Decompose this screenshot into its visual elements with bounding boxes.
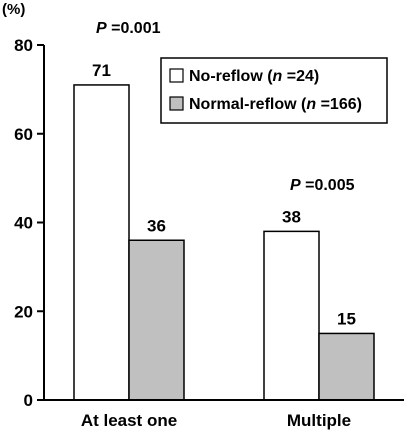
bar-value-label: 71	[92, 61, 111, 80]
bar	[73, 84, 130, 401]
legend-swatch	[169, 96, 184, 111]
bar-value-label: 38	[282, 207, 301, 226]
legend: No-reflow (n =24) Normal-reflow (n =166)	[160, 57, 388, 124]
x-tick-label: At least one	[81, 411, 177, 430]
bars-group	[73, 84, 375, 401]
data-labels-group: 71 36 38 15	[92, 61, 356, 329]
annotations-group: P =0.001 P =0.005	[96, 20, 355, 194]
legend-label: Normal-reflow (n =166)	[189, 96, 362, 113]
bar-value-label: 15	[337, 309, 356, 328]
y-axis: 0 20 40 60 80 (%)	[2, 1, 45, 410]
y-tick-label: 80	[14, 36, 33, 55]
x-tick-labels: At least one Multiple	[81, 411, 351, 430]
bar-value-label: 36	[147, 216, 166, 235]
bar	[263, 230, 320, 401]
legend-label: No-reflow (n =24)	[189, 68, 319, 85]
y-tick-label: 20	[14, 302, 33, 321]
y-unit-label: (%)	[2, 1, 25, 18]
p-value-annotation: P =0.001	[96, 20, 161, 37]
x-tick-label: Multiple	[287, 411, 351, 430]
y-tick-label: 40	[14, 214, 33, 233]
legend-swatch	[169, 68, 184, 83]
y-tick-label: 0	[24, 391, 33, 410]
p-value-annotation: P =0.005	[290, 177, 355, 194]
bar	[128, 239, 185, 401]
bar	[318, 332, 375, 401]
legend-box	[160, 57, 388, 124]
y-tick-label: 60	[14, 125, 33, 144]
y-tick-group: 0 20 40 60 80	[14, 36, 44, 410]
